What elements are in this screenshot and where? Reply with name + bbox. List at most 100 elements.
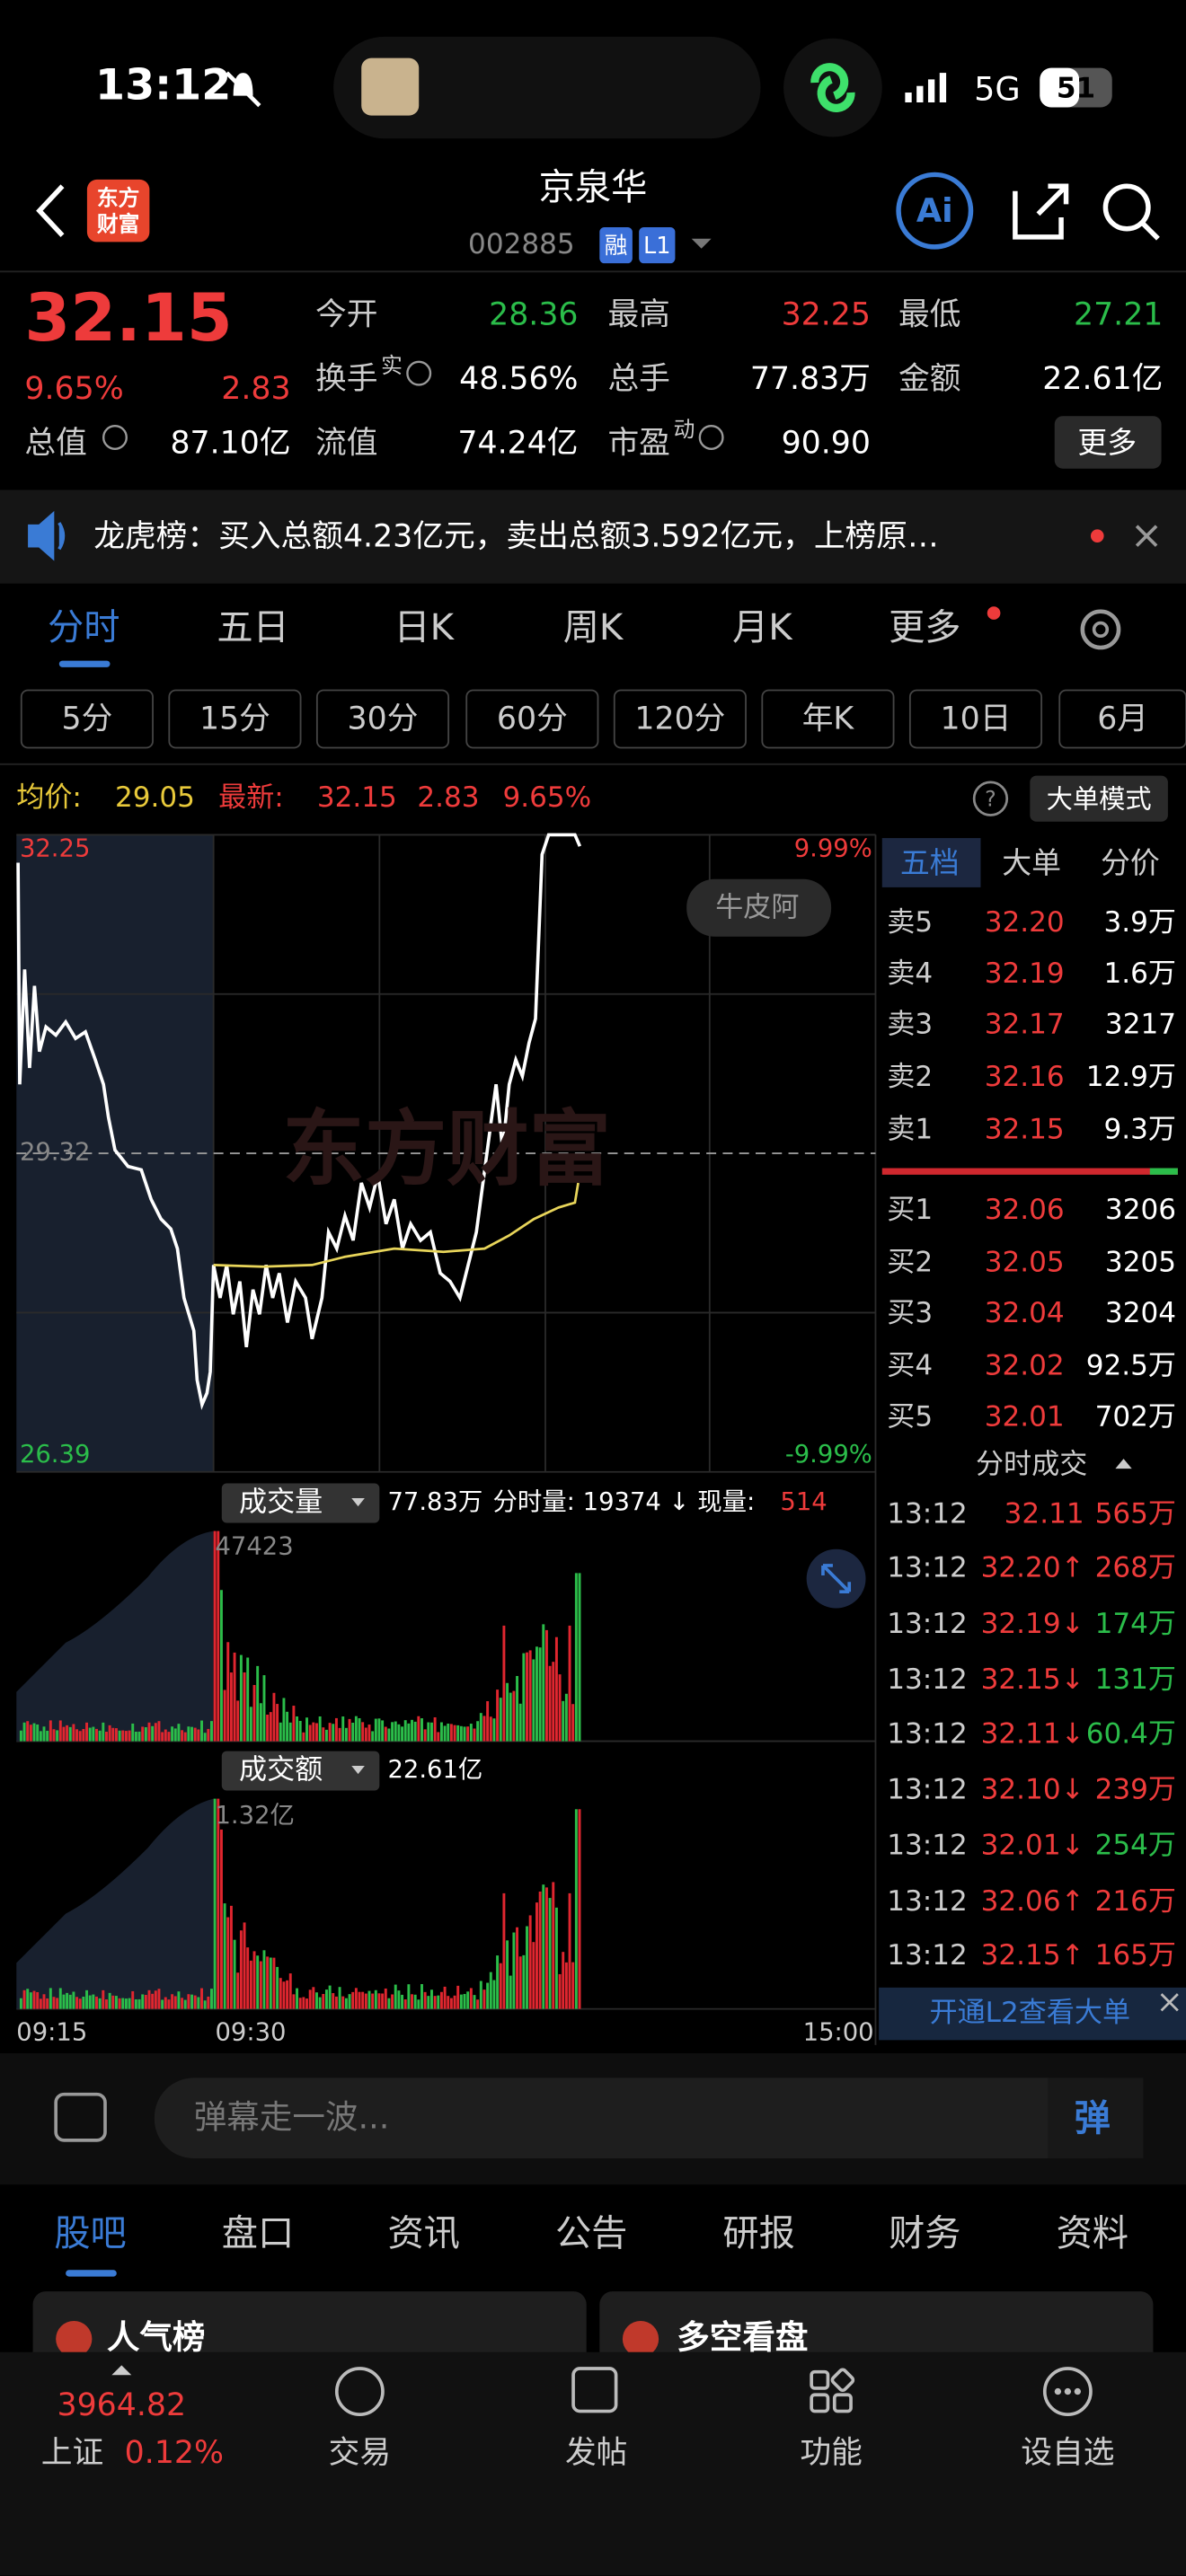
volume-bar: [302, 1997, 305, 2009]
volume-bar: [522, 1954, 526, 2009]
volume-bar: [518, 1956, 522, 2009]
dropdown-icon[interactable]: [691, 238, 712, 249]
trade-volume: 216万: [1095, 1885, 1176, 1918]
volume-bar: [173, 1728, 177, 1742]
share-button[interactable]: [1013, 183, 1069, 240]
nav-icon[interactable]: [810, 2368, 855, 2413]
volume-bar: [427, 1722, 430, 1742]
volume-bar: [72, 1991, 75, 2009]
amount-selector[interactable]: [221, 1751, 380, 1791]
bid-volume: 92.5万: [1086, 1350, 1176, 1382]
nav-icon[interactable]: [334, 2367, 385, 2417]
period-button[interactable]: [1058, 689, 1186, 749]
danmaku-button[interactable]: [1048, 2078, 1144, 2158]
search-button[interactable]: [1102, 183, 1151, 232]
index-pct: 0.12%: [125, 2435, 224, 2471]
volume-bar: [246, 1657, 250, 1742]
trade-price: 32.10↓: [981, 1773, 1084, 1805]
period-label: 5分: [61, 701, 112, 737]
ask-volume: 3.9万: [1104, 906, 1177, 939]
volume-bar: [324, 1989, 328, 2009]
bell-icon: [233, 73, 253, 96]
period-button[interactable]: [761, 689, 895, 749]
order-tab-active[interactable]: [881, 838, 981, 887]
tab: 日K: [394, 607, 455, 648]
more-button-label: 更多: [1077, 425, 1137, 460]
period-button[interactable]: [20, 689, 154, 749]
period-button[interactable]: [315, 689, 450, 749]
ai-button[interactable]: [896, 172, 974, 250]
volume-bar: [105, 1999, 108, 2009]
trade-volume: 565万: [1095, 1497, 1176, 1530]
back-button[interactable]: [36, 184, 65, 237]
volume-bar: [262, 1950, 266, 2009]
more-button[interactable]: [1054, 416, 1162, 469]
volume-bar: [449, 1724, 453, 1742]
help-mark: ?: [985, 787, 996, 812]
card-title: 多空看盘: [677, 2318, 808, 2357]
volume-bar: [516, 1675, 518, 1742]
volume-bar: [114, 1728, 118, 1742]
nav-icon[interactable]: [571, 2367, 618, 2413]
volume-bar: [177, 1991, 181, 2009]
volume-bar: [262, 1675, 266, 1742]
period-button[interactable]: [908, 689, 1043, 749]
volume-bar: [528, 1650, 532, 1742]
card-title: 人气榜: [107, 2318, 206, 2357]
battery-level: [1040, 67, 1080, 108]
period-button[interactable]: [465, 689, 599, 749]
volume-bar: [203, 1733, 207, 1742]
comment-input[interactable]: [154, 2078, 1144, 2158]
pct-high: 9.99%: [794, 834, 872, 862]
volume-bar: [509, 1975, 512, 2009]
period-button[interactable]: [168, 689, 302, 749]
period-button[interactable]: [613, 689, 747, 749]
volume-bar: [296, 1988, 299, 2009]
volume-bar: [374, 1989, 377, 2009]
volume-bar: [157, 1989, 161, 2009]
last-label: 最新:: [218, 781, 284, 814]
card[interactable]: [32, 2291, 587, 2366]
stat-label: 金额: [898, 361, 960, 397]
trades-toggle[interactable]: [1115, 1459, 1132, 1469]
volume-bar: [200, 1988, 203, 2009]
volume-bar: [574, 1573, 578, 1742]
volume-bar: [233, 1652, 236, 1742]
volume-bar: [413, 1721, 417, 1742]
volume-bar: [439, 1991, 443, 2009]
l2-banner[interactable]: [879, 1987, 1186, 2041]
mode-button[interactable]: [1030, 775, 1168, 822]
volume-max: 47423: [216, 1532, 294, 1560]
ask-level: 卖5: [887, 906, 933, 939]
volume-bar: [394, 1984, 397, 2009]
nav-icon[interactable]: [1042, 2367, 1093, 2417]
volume-bar: [36, 1991, 40, 2009]
volume-selector[interactable]: [221, 1483, 380, 1523]
selector-arrow: [351, 1498, 365, 1507]
period-label: 10日: [941, 701, 1012, 737]
volume-bar: [443, 1986, 447, 2009]
ask-volume: 12.9万: [1086, 1061, 1176, 1093]
change-pct: 9.65%: [24, 371, 123, 407]
app-badge: [783, 38, 882, 137]
volume-bar: [197, 1997, 200, 2009]
banner-close[interactable]: [1160, 1993, 1179, 2012]
volume-bar: [437, 1732, 440, 1742]
ask-volume: 9.3万: [1104, 1113, 1177, 1145]
volume-bar: [52, 1997, 56, 2009]
volume-bar: [42, 1726, 46, 1742]
notice-close[interactable]: [1135, 525, 1158, 547]
volume-bar: [88, 1995, 92, 2009]
notice-bar[interactable]: [0, 490, 1186, 584]
help-icon[interactable]: [972, 781, 1009, 816]
badge-text: 融: [605, 233, 628, 260]
settings-button[interactable]: [1080, 609, 1121, 650]
volume-bar: [292, 1994, 296, 2009]
volume-bar: [137, 1731, 141, 1742]
volume-bar: [308, 1989, 312, 2009]
volume-bar: [387, 1998, 391, 2009]
comment-icon[interactable]: [54, 2092, 107, 2142]
tag-text: 牛皮阿: [715, 892, 799, 924]
card[interactable]: [599, 2291, 1154, 2366]
